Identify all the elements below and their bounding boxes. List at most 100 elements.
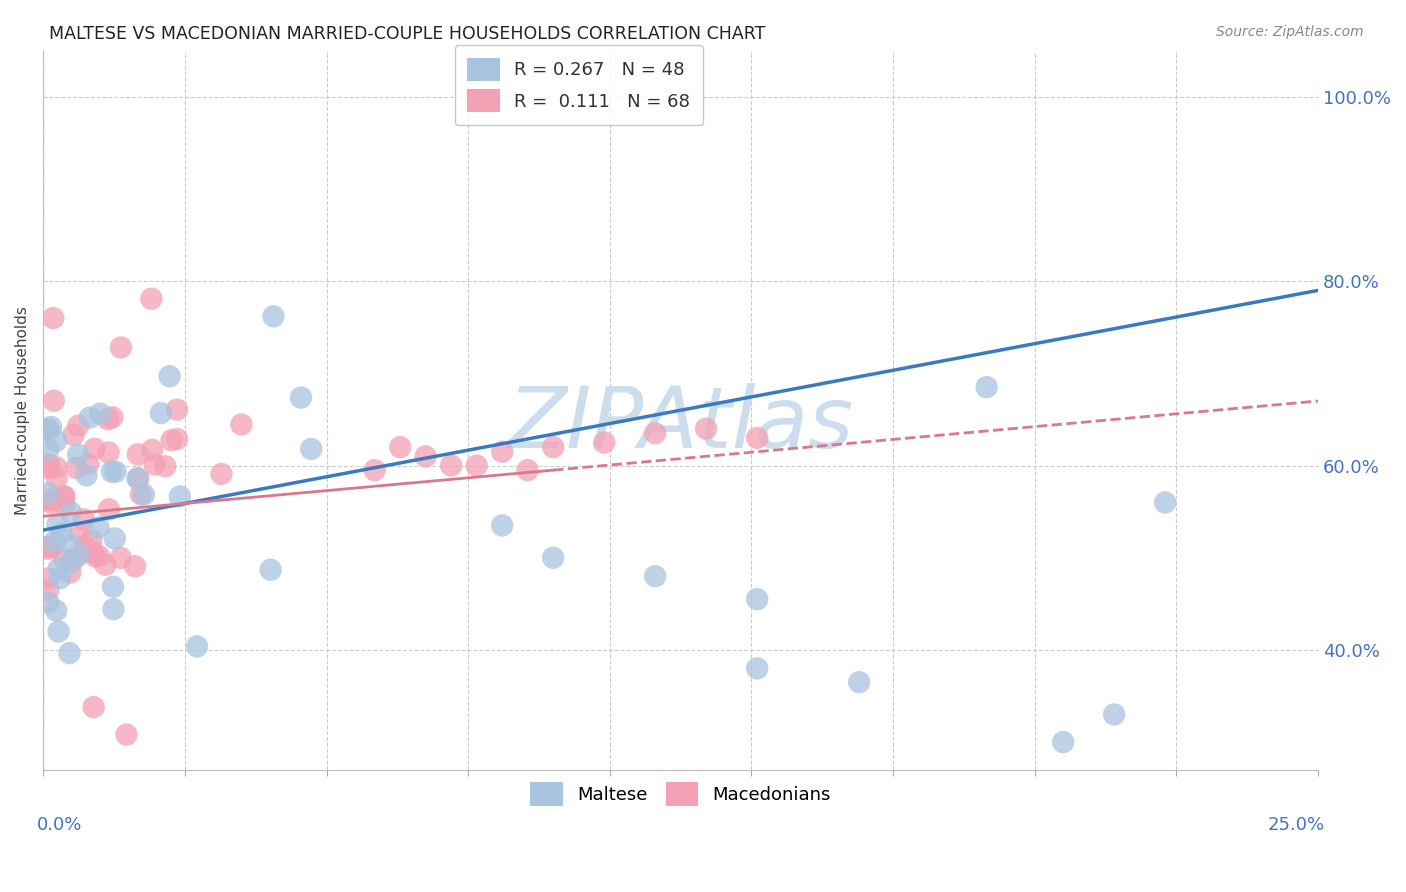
Point xyxy=(644,426,666,441)
Point xyxy=(46,517,69,532)
Point xyxy=(53,489,76,503)
Y-axis label: Married-couple Households: Married-couple Households xyxy=(15,306,30,515)
Point xyxy=(44,534,66,549)
Point xyxy=(132,487,155,501)
Point xyxy=(363,463,385,477)
Point xyxy=(45,434,67,448)
Point xyxy=(87,549,110,563)
Point xyxy=(101,410,124,425)
Point xyxy=(101,465,124,479)
Point xyxy=(115,728,138,742)
Point xyxy=(103,602,125,616)
Point xyxy=(45,460,67,475)
Point xyxy=(695,422,717,436)
Point xyxy=(67,526,90,541)
Point xyxy=(48,561,70,575)
Point xyxy=(97,412,120,426)
Point xyxy=(141,442,163,457)
Point xyxy=(37,422,59,436)
Point xyxy=(491,518,513,533)
Point xyxy=(67,448,90,462)
Point xyxy=(465,458,488,473)
Point xyxy=(1102,707,1125,722)
Point xyxy=(155,459,177,474)
Point xyxy=(42,310,65,325)
Point xyxy=(644,569,666,583)
Point xyxy=(127,447,149,461)
Point xyxy=(101,580,124,594)
Point xyxy=(169,490,191,504)
Point xyxy=(37,583,59,598)
Point xyxy=(166,432,188,446)
Point xyxy=(747,661,769,675)
Point xyxy=(260,563,283,577)
Point xyxy=(48,624,70,639)
Point xyxy=(65,461,87,475)
Point xyxy=(73,539,96,553)
Point xyxy=(42,393,65,408)
Point xyxy=(67,418,90,433)
Point xyxy=(110,550,132,565)
Point xyxy=(110,340,132,354)
Point xyxy=(290,391,312,405)
Point xyxy=(415,450,437,464)
Text: 25.0%: 25.0% xyxy=(1267,816,1324,835)
Point xyxy=(37,458,59,472)
Point xyxy=(149,406,172,420)
Point xyxy=(77,457,100,471)
Point xyxy=(37,442,59,457)
Point xyxy=(37,486,59,500)
Point xyxy=(37,572,59,586)
Point xyxy=(516,463,538,477)
Point xyxy=(83,442,105,456)
Point xyxy=(45,604,67,618)
Point xyxy=(87,520,110,534)
Point xyxy=(160,434,183,448)
Point xyxy=(1154,495,1177,509)
Point xyxy=(41,493,63,508)
Point xyxy=(143,458,166,472)
Point xyxy=(37,595,59,609)
Point xyxy=(37,461,59,475)
Point xyxy=(1052,735,1074,749)
Point xyxy=(593,435,616,450)
Point xyxy=(37,540,59,554)
Point xyxy=(63,552,86,566)
Point xyxy=(104,532,127,546)
Legend: Maltese, Macedonians: Maltese, Macedonians xyxy=(522,773,839,814)
Point xyxy=(104,465,127,479)
Point xyxy=(440,458,463,473)
Point xyxy=(80,533,103,547)
Point xyxy=(75,468,97,483)
Point xyxy=(89,407,111,421)
Point xyxy=(59,556,82,570)
Point xyxy=(53,499,76,513)
Point xyxy=(79,410,101,425)
Point xyxy=(72,512,94,526)
Point xyxy=(45,472,67,486)
Point xyxy=(39,420,62,434)
Point xyxy=(127,472,149,486)
Point xyxy=(37,492,59,507)
Point xyxy=(83,700,105,714)
Point xyxy=(84,549,107,564)
Text: ZIPAtlas: ZIPAtlas xyxy=(508,383,853,467)
Point xyxy=(299,442,322,456)
Text: MALTESE VS MACEDONIAN MARRIED-COUPLE HOUSEHOLDS CORRELATION CHART: MALTESE VS MACEDONIAN MARRIED-COUPLE HOU… xyxy=(49,25,766,43)
Point xyxy=(37,423,59,437)
Point xyxy=(141,292,163,306)
Point xyxy=(59,506,82,520)
Point xyxy=(159,369,181,384)
Point xyxy=(231,417,253,432)
Point xyxy=(747,592,769,607)
Point xyxy=(541,440,564,454)
Point xyxy=(67,548,90,562)
Point xyxy=(976,380,998,394)
Point xyxy=(127,471,149,485)
Point xyxy=(97,445,120,459)
Point xyxy=(79,544,101,558)
Point xyxy=(49,571,72,585)
Point xyxy=(541,550,564,565)
Point xyxy=(211,467,233,481)
Point xyxy=(59,566,82,580)
